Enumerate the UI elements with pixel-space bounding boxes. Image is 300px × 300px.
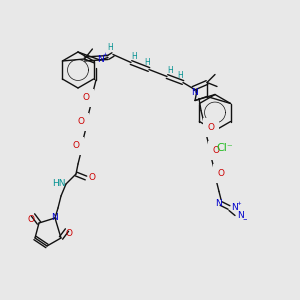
Text: O: O [28, 214, 34, 224]
Text: O: O [218, 169, 224, 178]
Text: N: N [237, 211, 243, 220]
Text: O: O [208, 123, 214, 132]
Text: O: O [73, 142, 80, 151]
Text: H: H [177, 71, 183, 80]
Text: +: + [237, 201, 242, 206]
Text: O: O [82, 94, 89, 103]
Text: N: N [52, 214, 58, 223]
Text: H: H [144, 58, 150, 67]
Text: HN: HN [52, 179, 66, 188]
Text: N: N [192, 88, 198, 97]
Text: N: N [231, 203, 237, 212]
Text: O: O [88, 173, 95, 182]
Text: −: − [243, 216, 247, 221]
Text: N: N [216, 199, 222, 208]
Text: O: O [77, 118, 85, 127]
Text: O: O [212, 146, 220, 155]
Text: H: H [167, 66, 173, 75]
Text: O: O [65, 230, 73, 238]
Text: H: H [107, 43, 113, 52]
Text: N: N [98, 56, 104, 64]
Text: H: H [131, 52, 137, 61]
Text: +: + [103, 52, 107, 58]
Text: Cl⁻: Cl⁻ [217, 143, 233, 153]
